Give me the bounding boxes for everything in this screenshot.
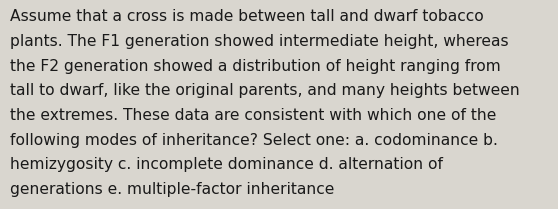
Text: generations e. multiple-factor inheritance: generations e. multiple-factor inheritan… <box>10 182 334 197</box>
Text: following modes of inheritance? Select one: a. codominance b.: following modes of inheritance? Select o… <box>10 133 498 148</box>
Text: tall to dwarf, like the original parents, and many heights between: tall to dwarf, like the original parents… <box>10 83 520 98</box>
Text: the F2 generation showed a distribution of height ranging from: the F2 generation showed a distribution … <box>10 59 501 74</box>
Text: hemizygosity c. incomplete dominance d. alternation of: hemizygosity c. incomplete dominance d. … <box>10 157 443 172</box>
Text: the extremes. These data are consistent with which one of the: the extremes. These data are consistent … <box>10 108 497 123</box>
Text: Assume that a cross is made between tall and dwarf tobacco: Assume that a cross is made between tall… <box>10 9 484 24</box>
Text: plants. The F1 generation showed intermediate height, whereas: plants. The F1 generation showed interme… <box>10 34 509 49</box>
